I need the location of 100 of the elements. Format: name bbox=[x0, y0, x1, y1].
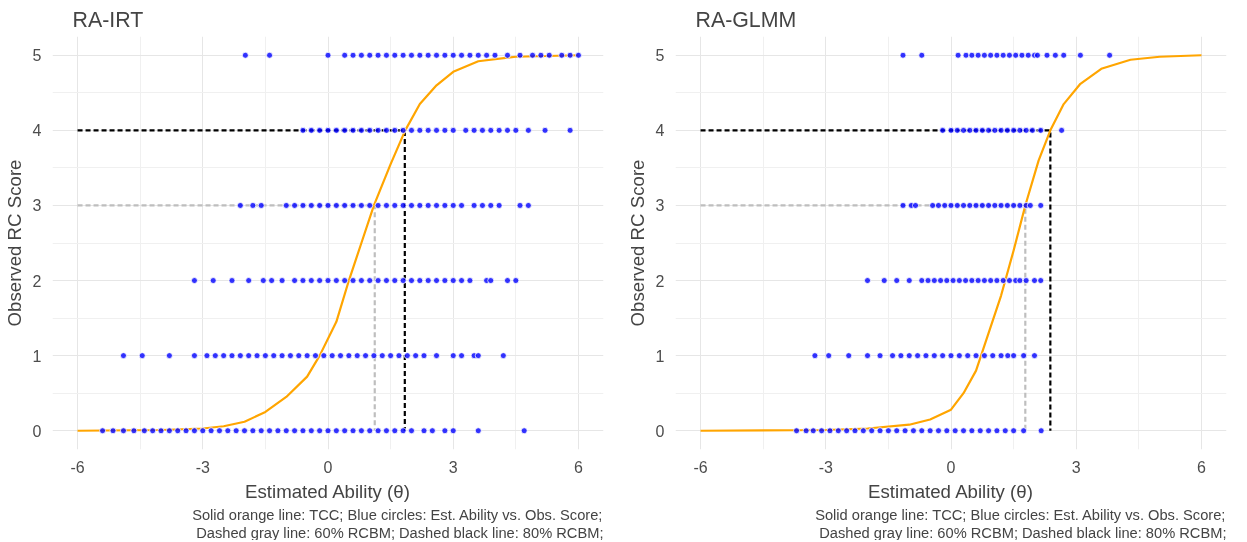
point bbox=[357, 427, 365, 435]
point bbox=[278, 352, 286, 360]
point bbox=[366, 51, 374, 59]
point bbox=[947, 202, 955, 209]
point bbox=[962, 277, 970, 284]
point bbox=[257, 202, 265, 209]
point bbox=[537, 51, 545, 59]
point bbox=[947, 352, 955, 360]
point bbox=[1018, 51, 1026, 59]
point bbox=[972, 352, 980, 360]
point bbox=[391, 202, 399, 209]
point bbox=[504, 277, 511, 284]
point bbox=[1060, 51, 1068, 59]
point bbox=[408, 126, 415, 134]
point bbox=[951, 427, 959, 435]
point bbox=[324, 126, 332, 134]
point bbox=[1006, 277, 1013, 284]
point bbox=[349, 126, 357, 134]
point bbox=[1043, 51, 1051, 59]
point bbox=[483, 51, 491, 59]
point bbox=[408, 51, 415, 59]
point bbox=[349, 51, 357, 59]
point bbox=[962, 51, 970, 59]
point bbox=[332, 427, 340, 435]
point bbox=[899, 202, 907, 209]
point bbox=[399, 51, 407, 59]
point bbox=[337, 352, 344, 360]
point bbox=[495, 126, 503, 134]
point bbox=[968, 51, 976, 59]
point bbox=[149, 427, 157, 435]
point bbox=[974, 51, 982, 59]
point bbox=[157, 427, 165, 435]
point bbox=[287, 352, 294, 360]
point bbox=[987, 51, 995, 59]
point bbox=[487, 277, 495, 284]
point bbox=[910, 427, 917, 435]
point bbox=[924, 277, 932, 284]
point bbox=[558, 51, 566, 59]
point bbox=[491, 51, 499, 59]
point bbox=[366, 427, 374, 435]
x-tick-label: 0 bbox=[946, 458, 956, 476]
point bbox=[387, 352, 395, 360]
point bbox=[370, 352, 378, 360]
point bbox=[893, 427, 901, 435]
point bbox=[999, 51, 1007, 59]
point bbox=[843, 427, 851, 435]
point bbox=[320, 352, 328, 360]
point bbox=[299, 427, 307, 435]
point bbox=[353, 352, 361, 360]
point bbox=[420, 427, 428, 435]
point bbox=[391, 427, 399, 435]
point bbox=[295, 352, 303, 360]
point bbox=[341, 126, 349, 134]
point bbox=[1001, 427, 1009, 435]
point bbox=[228, 277, 236, 284]
point bbox=[257, 427, 265, 435]
point bbox=[893, 277, 901, 284]
point bbox=[261, 352, 269, 360]
point bbox=[524, 126, 532, 134]
point bbox=[165, 427, 173, 435]
point bbox=[433, 277, 440, 284]
point bbox=[120, 427, 127, 435]
point bbox=[140, 427, 148, 435]
point bbox=[1003, 126, 1011, 134]
x-tick-label: 0 bbox=[323, 458, 333, 476]
point bbox=[793, 427, 800, 435]
point bbox=[424, 277, 432, 284]
point bbox=[930, 277, 938, 284]
point bbox=[282, 427, 290, 435]
point bbox=[504, 126, 511, 134]
point bbox=[220, 352, 228, 360]
point bbox=[960, 202, 967, 209]
point bbox=[966, 126, 974, 134]
point bbox=[312, 352, 319, 360]
point bbox=[324, 427, 332, 435]
point bbox=[953, 202, 961, 209]
point bbox=[441, 427, 449, 435]
point bbox=[1051, 51, 1059, 59]
point bbox=[964, 352, 972, 360]
point bbox=[987, 277, 995, 284]
point bbox=[378, 352, 386, 360]
point bbox=[966, 202, 974, 209]
point bbox=[374, 126, 382, 134]
point bbox=[299, 126, 307, 134]
point bbox=[241, 51, 249, 59]
y-tick-label: 1 bbox=[655, 347, 665, 365]
point bbox=[826, 427, 834, 435]
point bbox=[1037, 126, 1045, 134]
point bbox=[495, 202, 503, 209]
point bbox=[1010, 126, 1018, 134]
point bbox=[980, 51, 988, 59]
point bbox=[303, 352, 311, 360]
point bbox=[1106, 51, 1114, 59]
point bbox=[935, 202, 942, 209]
x-tick-label: 6 bbox=[574, 458, 584, 476]
y-tick-label: 4 bbox=[32, 122, 42, 140]
point bbox=[307, 126, 315, 134]
chart-title: RA-IRT bbox=[72, 7, 144, 32]
point bbox=[274, 427, 282, 435]
point bbox=[374, 51, 382, 59]
